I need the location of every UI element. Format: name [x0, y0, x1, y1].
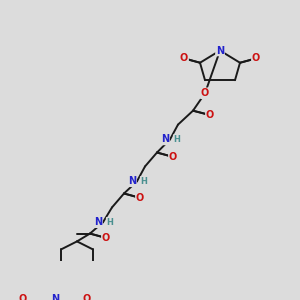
Text: O: O: [201, 88, 209, 98]
Text: N: N: [161, 134, 169, 144]
Text: O: O: [169, 152, 177, 162]
Text: N: N: [128, 176, 136, 186]
Text: O: O: [136, 193, 144, 203]
Text: O: O: [19, 294, 27, 300]
Text: N: N: [94, 217, 102, 227]
Text: H: H: [106, 218, 113, 227]
Text: O: O: [206, 110, 214, 120]
Text: N: N: [216, 46, 224, 56]
Text: O: O: [83, 294, 91, 300]
Text: N: N: [51, 294, 59, 300]
Text: O: O: [102, 233, 110, 243]
Text: O: O: [180, 53, 188, 63]
Text: H: H: [141, 177, 147, 186]
Text: O: O: [252, 53, 260, 63]
Text: H: H: [174, 135, 180, 144]
